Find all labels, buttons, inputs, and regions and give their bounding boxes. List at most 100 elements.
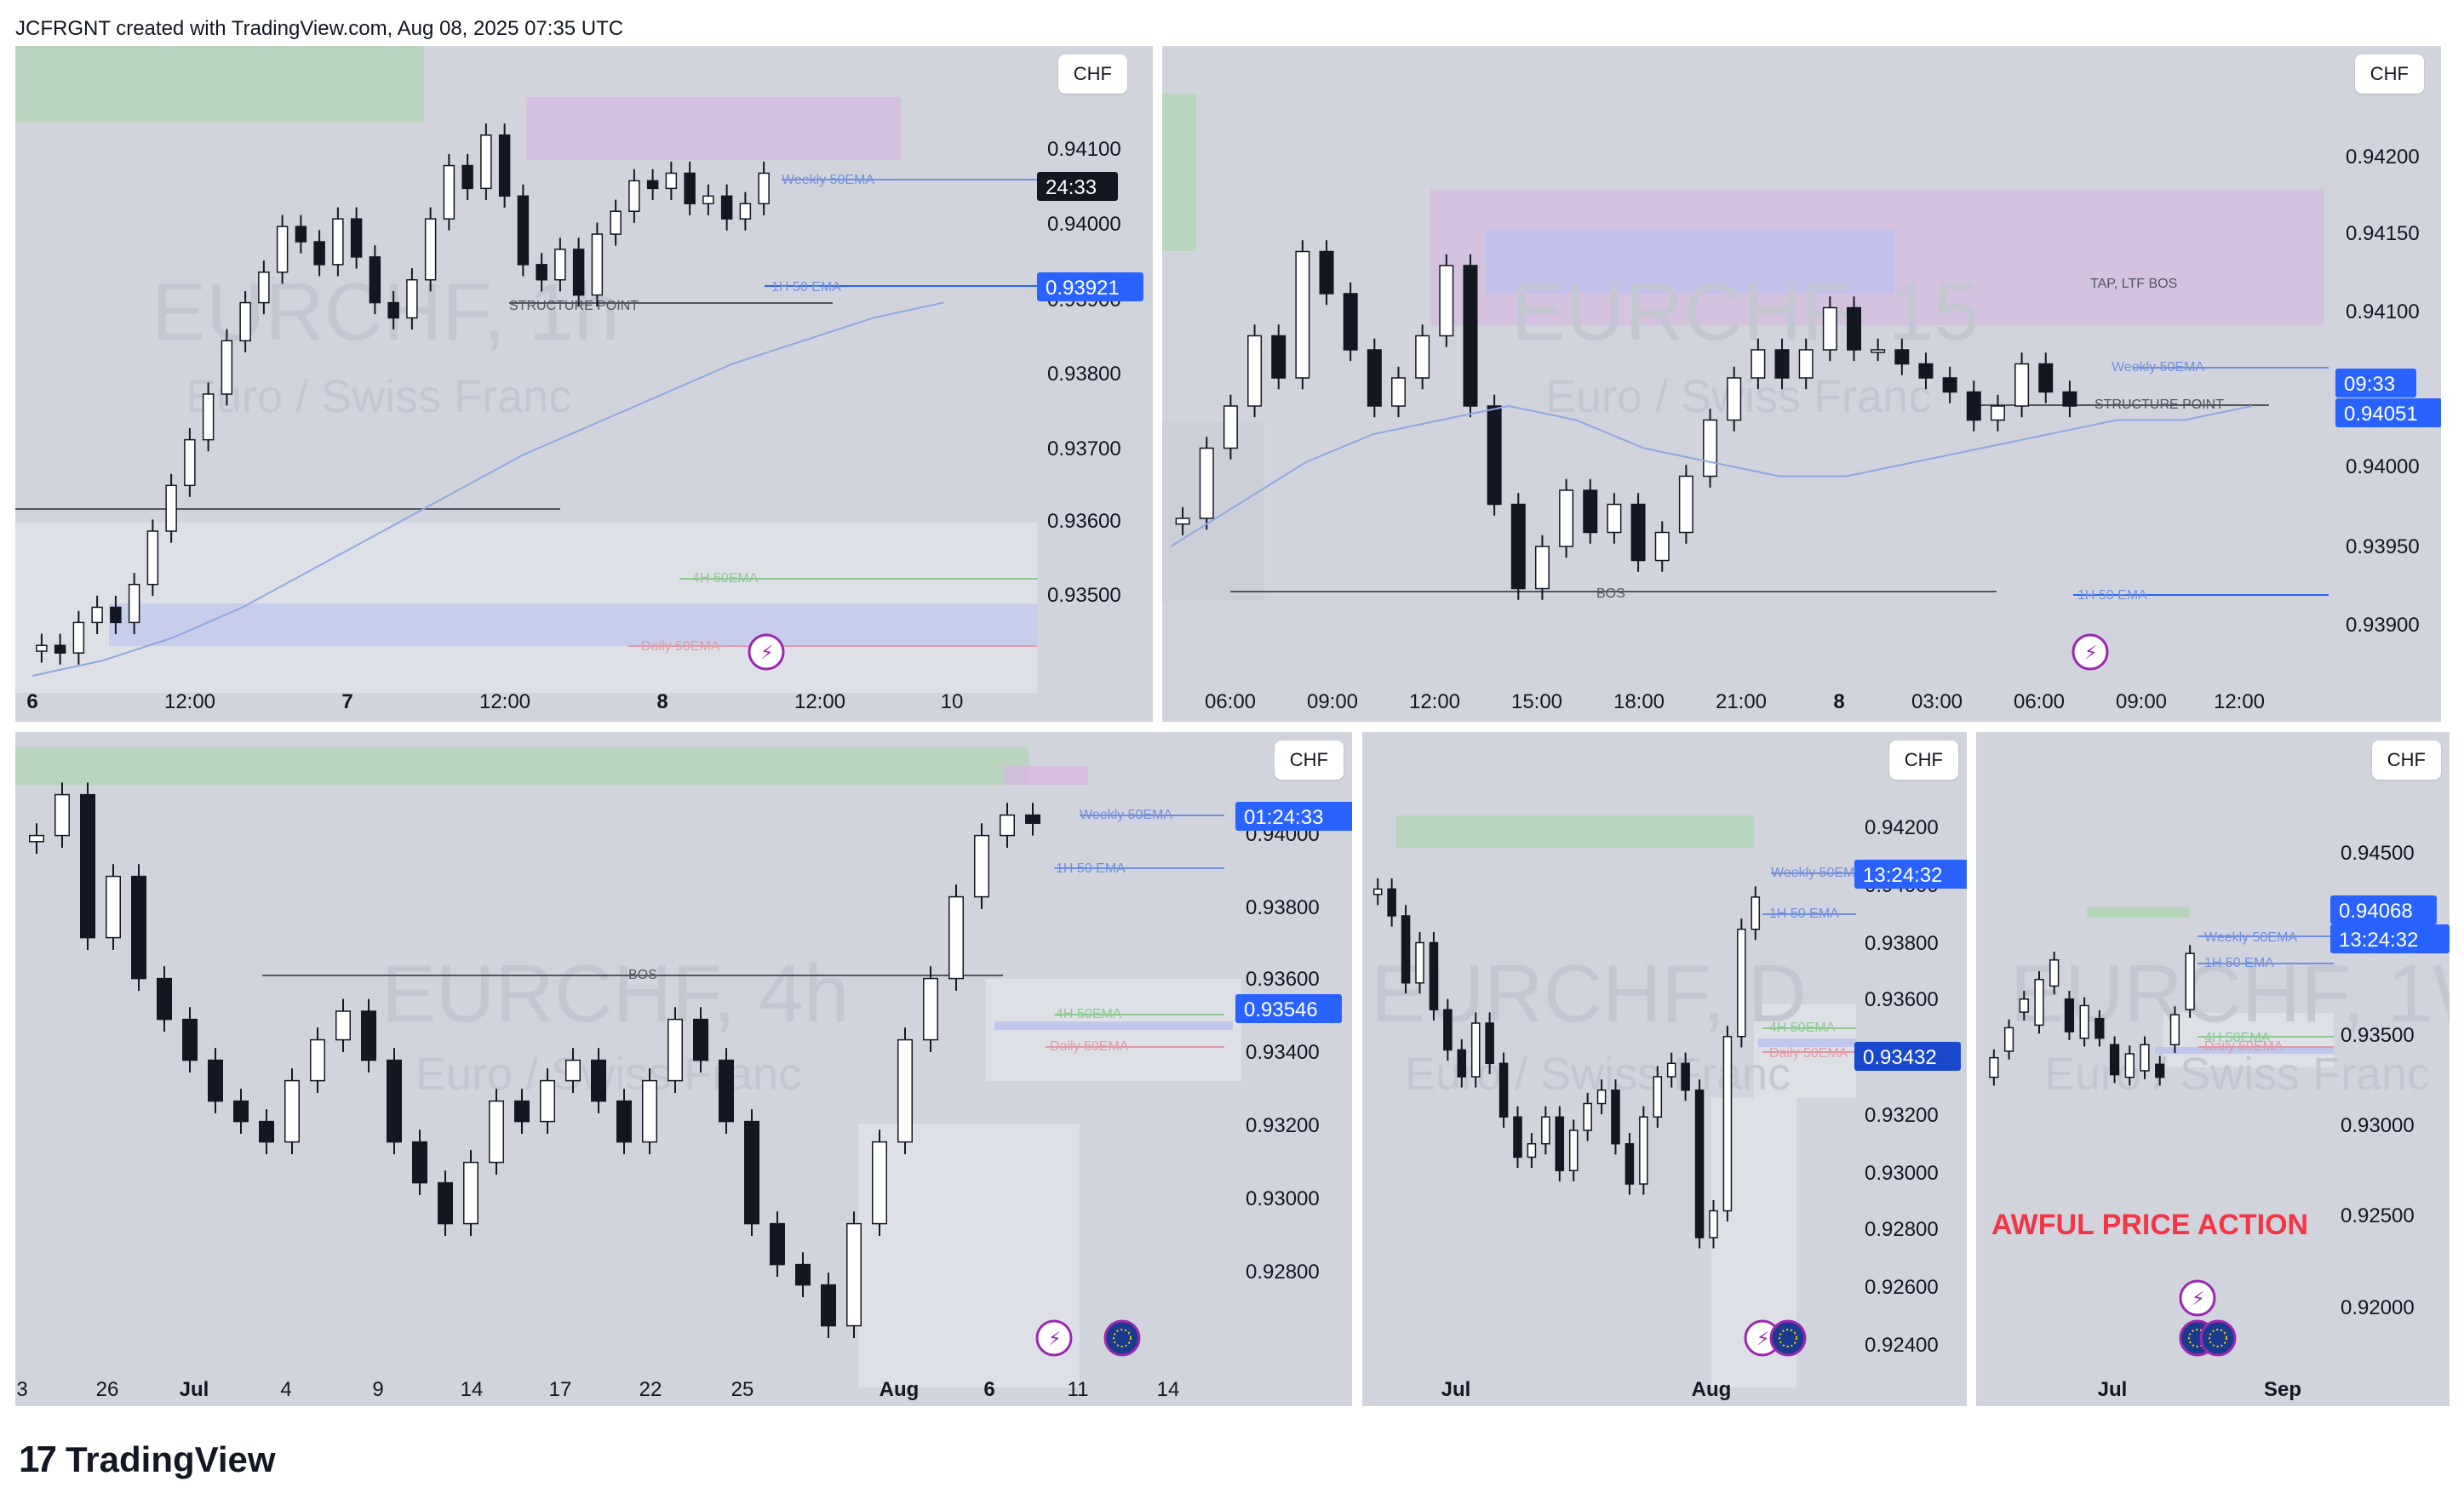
candle-body <box>276 226 289 273</box>
level-annotation: Weekly 50EMA <box>1771 866 1864 880</box>
candle-body <box>923 977 938 1041</box>
candle-body <box>1989 1056 1999 1078</box>
candle-body <box>332 218 344 266</box>
candle-body <box>572 249 585 296</box>
candle-body <box>744 1120 759 1225</box>
time-axis-label: Jul <box>1441 1378 1471 1401</box>
price-badge-bg <box>1235 802 1352 831</box>
candle-body <box>284 1079 300 1143</box>
candle-body <box>310 1038 325 1082</box>
time-axis-label: 06:00 <box>2014 690 2065 713</box>
candle-body <box>1487 405 1502 506</box>
tradingview-logo-icon: 17 <box>19 1439 57 1480</box>
price-axis-label: 0.93600 <box>1865 988 1939 1011</box>
candle-body <box>1498 1062 1509 1118</box>
candle-body <box>565 1059 581 1082</box>
currency-badge[interactable]: CHF <box>2354 54 2424 94</box>
zone-rect <box>109 603 1037 646</box>
candle-body <box>2034 979 2044 1027</box>
time-axis-label: 12:00 <box>1409 690 1460 713</box>
candle-body <box>1247 335 1263 407</box>
price-badge-bg <box>1037 172 1118 201</box>
candle-body <box>2003 1027 2014 1052</box>
level-annotation: Daily 50EMA <box>2204 1039 2283 1054</box>
candle-body <box>1625 1143 1635 1185</box>
candle-body <box>463 1161 478 1225</box>
candle-body <box>202 393 215 441</box>
price-badge-bg <box>2330 895 2437 924</box>
candle-body <box>720 195 733 220</box>
candle-body <box>1025 814 1040 824</box>
price-axis-label: 0.92600 <box>1865 1276 1939 1299</box>
level-annotation: 1H 50 EMA <box>1769 907 1839 921</box>
candle-body <box>1611 1090 1620 1145</box>
candle-body <box>106 875 121 939</box>
level-annotation: 1H 50 EMA <box>1056 861 1126 876</box>
level-annotation: 4H 50EMA <box>692 571 759 586</box>
candle-body <box>54 793 70 837</box>
lightning-icon <box>1035 1319 1073 1357</box>
time-axis-label: 22 <box>639 1378 662 1401</box>
zone-rect <box>2163 1013 2334 1067</box>
candle-body <box>1559 489 1574 547</box>
zone-rect <box>1003 766 1088 785</box>
zone-rect <box>526 97 901 160</box>
chart-panel-daily[interactable]: EURCHF, D Euro / Swiss Franc Weekly 50EMA 1… <box>1362 732 1967 1406</box>
level-annotation: 4H 50EMA <box>1056 1007 1122 1021</box>
currency-badge[interactable]: CHF <box>2371 741 2441 780</box>
time-axis-label: 12:00 <box>794 690 845 713</box>
candle-body <box>1751 349 1766 379</box>
level-annotation: 1H 50 EMA <box>771 280 841 295</box>
currency-badge[interactable]: CHF <box>1274 741 1344 780</box>
time-axis-label: 15:00 <box>1511 690 1562 713</box>
candle-body <box>739 203 752 220</box>
candle-body <box>1607 503 1622 534</box>
lightning-icon-glyph: ⚡ <box>1756 1329 1769 1350</box>
price-axis-label: 0.93000 <box>1865 1162 1939 1185</box>
price-axis-label: 0.92400 <box>1865 1334 1939 1357</box>
candle-body <box>1847 306 1861 351</box>
time-axis-label: 03:00 <box>1911 690 1963 713</box>
zone-rect <box>15 747 1029 785</box>
candle-body <box>1387 888 1396 917</box>
chart-canvas-4h[interactable]: EURCHF, 4h Euro / Swiss Franc Weekly 50EMA… <box>15 732 1352 1406</box>
tradingview-logo[interactable]: 17 TradingView <box>19 1439 276 1481</box>
candle-body <box>1295 250 1310 379</box>
price-badge-text: 0.94068 <box>2339 900 2413 923</box>
candle-body <box>2094 1017 2105 1039</box>
candle-body <box>1429 941 1439 1010</box>
candle-body <box>1798 349 1814 379</box>
candle-body <box>2124 1053 2135 1078</box>
zone-rect <box>2087 907 2189 918</box>
candle-body <box>438 1181 453 1225</box>
candle-body <box>2062 391 2077 407</box>
chart-panel-1h[interactable]: EURCHF, 1h Euro / Swiss Franc Weekly 50EMA… <box>15 46 1153 722</box>
currency-badge[interactable]: CHF <box>1888 741 1958 780</box>
candle-body <box>1727 377 1742 421</box>
currency-badge[interactable]: CHF <box>1057 54 1127 94</box>
price-axis-label: 0.94200 <box>1865 816 1939 839</box>
time-axis-label: 25 <box>731 1378 754 1401</box>
candle-body <box>80 793 95 939</box>
price-axis-label: 0.93950 <box>2346 535 2420 558</box>
time-axis-label: 21:00 <box>1716 690 1767 713</box>
candle-body <box>610 210 622 235</box>
price-badge-bg <box>2335 369 2416 398</box>
level-annotation: STRUCTURE POINT <box>509 299 639 313</box>
chart-panel-4h[interactable]: EURCHF, 4h Euro / Swiss Franc Weekly 50EMA… <box>15 732 1352 1406</box>
time-axis-label: 6 <box>26 690 37 713</box>
candle-body <box>1527 1143 1537 1158</box>
candle-body <box>157 977 172 1021</box>
price-axis-label: 0.93800 <box>1865 932 1939 955</box>
candle-body <box>131 875 146 980</box>
candle-body <box>1583 489 1598 534</box>
price-badge-text: 0.93546 <box>1244 998 1318 1021</box>
price-badge-bg <box>1854 1042 1961 1071</box>
price-badge-bg <box>1037 272 1143 301</box>
